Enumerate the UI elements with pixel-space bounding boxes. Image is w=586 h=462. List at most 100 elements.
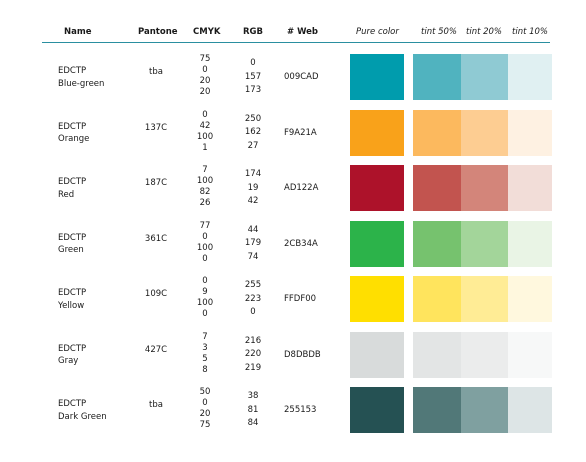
pantone-value: 427C <box>144 344 168 355</box>
cmyk-k: 1 <box>202 142 208 153</box>
cmyk-c: 7 <box>202 165 208 175</box>
rgb-g: 81 <box>247 404 259 415</box>
color-name-line2: Orange <box>58 134 90 144</box>
cmyk-values: 50 0 20 75 <box>185 387 225 431</box>
cmyk-c: 50 <box>199 387 211 397</box>
rgb-values: 174 19 42 <box>233 168 273 209</box>
rgb-b: 219 <box>244 362 262 373</box>
color-name-line1: EDCTP <box>58 399 87 409</box>
cmyk-m: 100 <box>196 176 214 186</box>
tint-50-swatch <box>413 387 461 433</box>
rgb-values: 250 162 27 <box>233 113 273 154</box>
cmyk-y: 100 <box>196 298 214 308</box>
color-name: EDCTP Red <box>58 176 86 201</box>
pure-color-swatch <box>350 331 404 378</box>
web-hex-value: 009CAD <box>284 72 319 82</box>
header-web: # Web <box>287 27 319 37</box>
cmyk-c: 75 <box>199 54 211 64</box>
header-rgb: RGB <box>243 27 264 37</box>
color-name-line1: EDCTP <box>58 121 87 132</box>
color-row: EDCTP Red 187C 7 100 82 26 174 19 42 AD122A <box>0 165 586 213</box>
pantone-value: 109C <box>144 289 168 299</box>
rgb-values: 44 179 74 <box>233 224 273 265</box>
tint-10-swatch <box>508 276 552 322</box>
rgb-r: 38 <box>247 391 259 401</box>
tint-20-swatch <box>461 54 508 100</box>
color-name-line2: Blue-green <box>58 78 105 89</box>
header-pure-color: Pure color <box>356 27 399 37</box>
color-name-line2: Yellow <box>58 300 85 311</box>
cmyk-y: 20 <box>199 76 211 86</box>
cmyk-m: 0 <box>202 65 208 75</box>
color-name-line2: Dark Green <box>58 411 107 422</box>
color-row: EDCTP Orange 137C 0 42 100 1 250 162 27 F9A21A <box>0 109 586 158</box>
cmyk-values: 75 0 20 20 <box>185 54 225 98</box>
rgb-b: 74 <box>247 251 259 262</box>
cmyk-m: 9 <box>202 287 208 297</box>
pure-color-swatch <box>350 165 404 211</box>
color-name-line2: Red <box>58 189 75 200</box>
tint-50-swatch <box>413 165 461 211</box>
tint-50-swatch <box>413 331 461 378</box>
color-name-line1: EDCTP <box>58 66 87 76</box>
tint-20-swatch <box>461 109 508 156</box>
cmyk-m: 42 <box>199 120 211 131</box>
cmyk-values: 0 9 100 0 <box>185 276 225 320</box>
rgb-values: 0 157 173 <box>233 57 273 98</box>
tint-50-swatch <box>413 54 461 100</box>
rgb-values: 216 220 219 <box>233 335 273 376</box>
tint-10-swatch <box>508 220 552 267</box>
rgb-b: 0 <box>250 307 256 317</box>
header-pantone: Pantone <box>138 27 178 37</box>
tint-50-swatch <box>413 220 461 267</box>
pantone-value: tba <box>149 400 163 410</box>
cmyk-y: 100 <box>196 131 214 142</box>
tint-10-swatch <box>508 54 552 100</box>
tint-20-swatch <box>461 220 508 267</box>
pantone-value: tba <box>149 67 163 77</box>
tint-20-swatch <box>461 165 508 211</box>
rgb-g: 220 <box>244 349 262 359</box>
color-row: EDCTP Gray 427C 7 3 5 8 216 220 219 D8DBDB <box>0 331 586 380</box>
cmyk-k: 26 <box>199 198 211 208</box>
header-divider <box>42 42 550 43</box>
rgb-b: 173 <box>244 85 262 95</box>
rgb-r: 174 <box>244 169 262 179</box>
header-tint-10: tint 10% <box>512 27 549 37</box>
cmyk-c: 0 <box>202 109 208 120</box>
rgb-b: 84 <box>247 418 259 428</box>
color-name-line1: EDCTP <box>58 343 87 354</box>
cmyk-c: 0 <box>202 276 208 286</box>
pure-color-swatch <box>350 54 404 100</box>
web-hex-value: AD122A <box>284 183 319 193</box>
tint-20-swatch <box>461 276 508 322</box>
cmyk-y: 82 <box>199 187 211 197</box>
color-name-line2: Green <box>58 245 84 255</box>
cmyk-values: 77 0 100 0 <box>185 221 225 265</box>
header-tint-50: tint 50% <box>421 27 458 37</box>
color-name-line2: Gray <box>58 356 79 366</box>
cmyk-k: 0 <box>202 309 208 319</box>
color-row: EDCTP Yellow 109C 0 9 100 0 255 223 0 FFDF00 <box>0 276 586 324</box>
cmyk-m: 0 <box>202 231 208 242</box>
cmyk-m: 3 <box>202 342 208 353</box>
pure-color-swatch <box>350 109 404 156</box>
color-row: EDCTP Dark Green tba 50 0 20 75 38 81 84 255153 <box>0 387 586 435</box>
pantone-value: 187C <box>144 178 168 188</box>
color-name: EDCTP Gray <box>58 343 86 368</box>
rgb-g: 157 <box>244 71 262 82</box>
color-name-line1: EDCTP <box>58 177 87 187</box>
rgb-r: 44 <box>247 224 259 235</box>
tint-20-swatch <box>461 387 508 433</box>
tint-10-swatch <box>508 165 552 211</box>
cmyk-c: 7 <box>202 331 208 342</box>
color-name: EDCTP Orange <box>58 121 89 146</box>
rgb-b: 42 <box>247 196 259 206</box>
cmyk-k: 20 <box>199 87 211 97</box>
cmyk-m: 0 <box>202 398 208 408</box>
tint-10-swatch <box>508 331 552 378</box>
header-name: Name <box>64 27 92 37</box>
header-tint-20: tint 20% <box>466 27 503 37</box>
tint-20-swatch <box>461 331 508 378</box>
